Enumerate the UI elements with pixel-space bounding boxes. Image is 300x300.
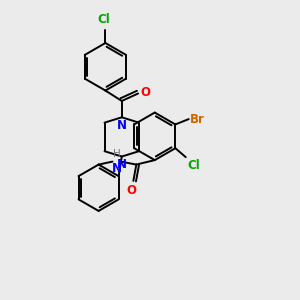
Text: N: N xyxy=(117,119,127,132)
Text: O: O xyxy=(127,184,137,197)
Text: Cl: Cl xyxy=(187,159,200,172)
Text: N: N xyxy=(117,158,127,171)
Text: H: H xyxy=(113,148,121,159)
Text: Br: Br xyxy=(190,112,205,126)
Text: Cl: Cl xyxy=(98,13,110,26)
Text: N: N xyxy=(112,162,122,175)
Text: O: O xyxy=(140,85,150,98)
